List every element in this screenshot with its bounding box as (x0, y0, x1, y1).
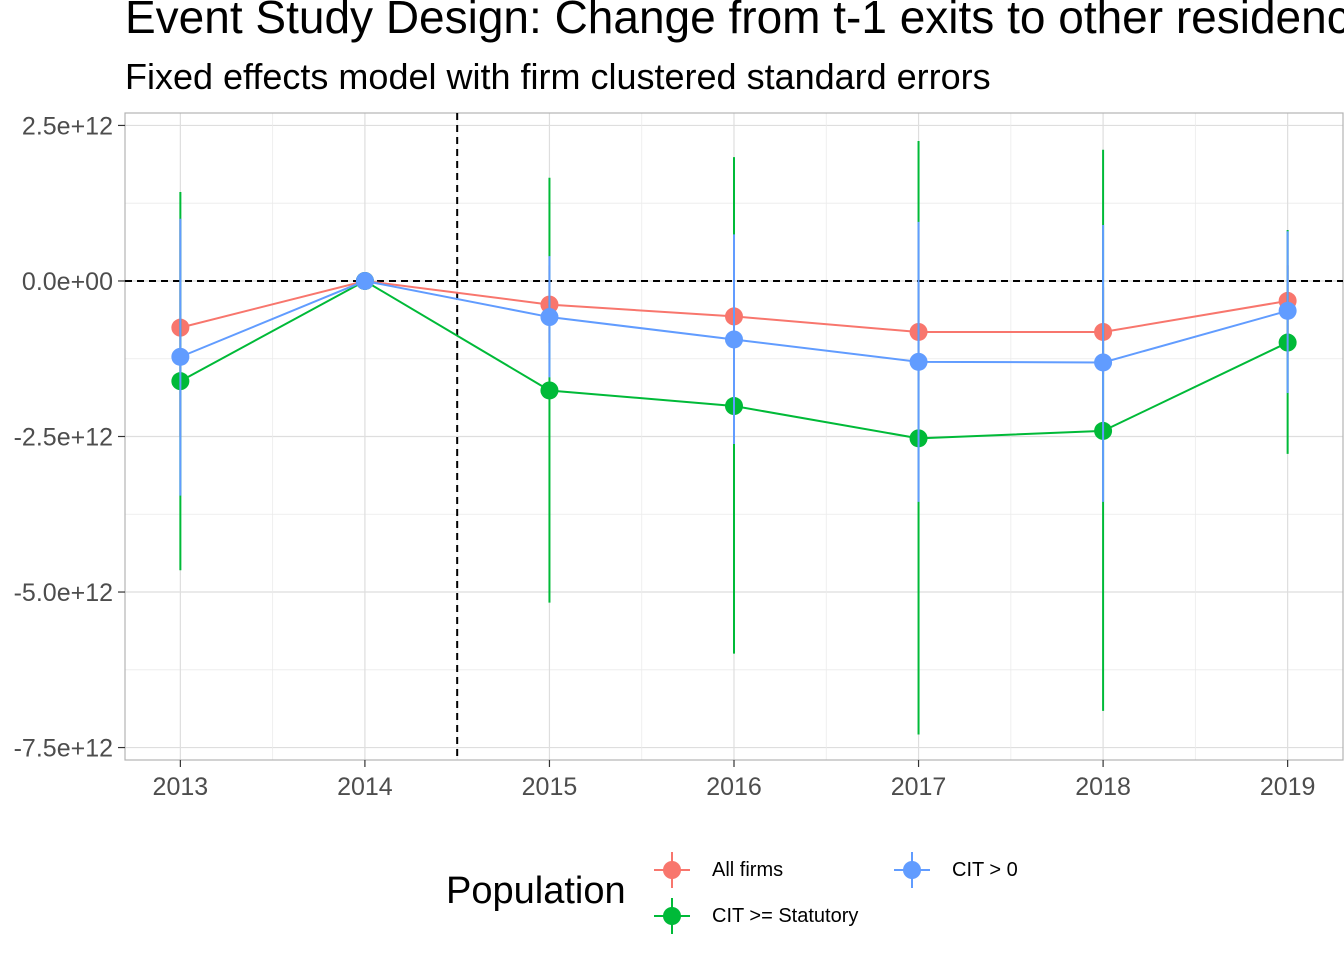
legend-item-cit-statutory: CIT >= Statutory (652, 896, 858, 936)
y-tick-label: 2.5e+12 (22, 112, 113, 140)
legend-label-cit-statutory: CIT >= Statutory (712, 904, 859, 927)
x-tick-label: 2017 (891, 773, 947, 801)
x-tick-label: 2018 (1075, 773, 1131, 801)
axis-layer: 2.5e+12 0.0e+00 -2.5e+12 -5.0e+12 -7.5e+12 20… (14, 112, 1316, 801)
series-2 (171, 218, 1297, 502)
legend-label-cit-positive: CIT > 0 (952, 858, 1018, 881)
x-tick-label: 2019 (1260, 773, 1316, 801)
data-point (540, 308, 559, 327)
chart-title: Event Study Design: Change from t-1 exit… (125, 0, 1344, 43)
x-tick-label: 2015 (522, 773, 578, 801)
y-tick-label: -5.0e+12 (14, 579, 113, 607)
plot-area: 2.5e+12 0.0e+00 -2.5e+12 -5.0e+12 -7.5e+12 20… (14, 112, 1344, 801)
legend-title: Population (446, 870, 626, 912)
x-tick-label: 2014 (337, 773, 393, 801)
y-tick-label: -7.5e+12 (14, 735, 113, 763)
legend-key-cit-statutory (654, 898, 690, 934)
x-tick-label: 2013 (153, 773, 209, 801)
y-tick-label: 0.0e+00 (22, 268, 113, 296)
legend: Population All firms CIT >= Statutory CI… (0, 840, 1344, 950)
data-point (725, 330, 743, 349)
chart-subtitle: Fixed effects model with firm clustered … (125, 56, 991, 97)
data-point (355, 271, 374, 290)
legend-item-cit-positive: CIT > 0 (892, 850, 1018, 890)
y-tick-label: -2.5e+12 (14, 424, 113, 452)
legend-key-all-firms (654, 852, 690, 888)
data-point (1094, 353, 1113, 372)
data-point (1278, 301, 1297, 320)
data-point (171, 347, 190, 366)
data-point (909, 352, 928, 371)
legend-key-cit-positive (894, 852, 930, 888)
series-layer (171, 140, 1297, 735)
legend-label-all-firms: All firms (712, 858, 784, 881)
data-point (540, 381, 559, 400)
x-tick-label: 2016 (706, 773, 762, 801)
legend-item-all-firms: All firms (652, 850, 783, 890)
reference-lines (125, 113, 1343, 760)
